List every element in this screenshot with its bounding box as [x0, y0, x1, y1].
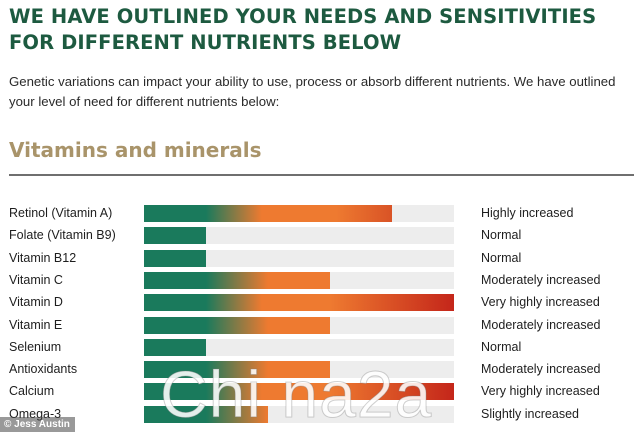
need-level-label: Normal: [481, 228, 522, 243]
need-level-bar: [144, 249, 206, 267]
need-level-bar: [144, 271, 330, 289]
nutrient-name: Vitamin C: [9, 272, 63, 287]
nutrient-row: Vitamin D Very highly increased: [0, 291, 634, 313]
photo-credit: © Jess Austin: [0, 417, 75, 432]
need-level-track: [144, 227, 454, 245]
need-level-label: Moderately increased: [481, 362, 601, 377]
need-level-track: [144, 316, 454, 334]
nutrient-row: Vitamin B12 Normal: [0, 247, 634, 269]
nutrient-name: Antioxidants: [9, 362, 78, 377]
need-level-bar: [144, 227, 206, 245]
section-divider: [9, 174, 634, 176]
need-level-bar: [144, 316, 330, 334]
need-level-bar: [144, 294, 454, 312]
nutrient-row: Selenium Normal: [0, 336, 634, 358]
need-level-bar: [144, 205, 392, 222]
nutrient-name: Vitamin B12: [9, 250, 77, 265]
nutrient-row: Omega-3 Slightly increased: [0, 403, 634, 425]
need-level-track: [144, 405, 454, 423]
section-title: Vitamins and minerals: [9, 138, 262, 162]
need-level-label: Moderately increased: [481, 272, 601, 287]
nutrient-name: Selenium: [9, 339, 62, 354]
need-level-label: Moderately increased: [481, 317, 601, 332]
nutrient-row: Retinol (Vitamin A) Highly increased: [0, 202, 634, 224]
need-level-label: Very highly increased: [481, 295, 600, 310]
need-level-bar: [144, 383, 454, 401]
nutrient-row: Antioxidants Moderately increased: [0, 358, 634, 380]
nutrient-name: Calcium: [9, 384, 55, 399]
nutrient-row: Calcium Very highly increased: [0, 380, 634, 402]
need-level-bar: [144, 338, 206, 356]
need-level-label: Highly increased: [481, 206, 574, 220]
nutrient-row: Vitamin C Moderately increased: [0, 269, 634, 291]
intro-text: Genetic variations can impact your abili…: [9, 74, 616, 109]
need-level-bar: [144, 405, 268, 423]
nutrient-name: Folate (Vitamin B9): [9, 228, 116, 243]
need-level-track: [144, 338, 454, 356]
need-level-track: [144, 205, 454, 222]
nutrient-row: Vitamin E Moderately increased: [0, 314, 634, 336]
nutrient-name: Retinol (Vitamin A): [9, 206, 113, 220]
need-level-label: Normal: [481, 250, 522, 265]
need-level-label: Normal: [481, 339, 522, 354]
page-heading: WE HAVE OUTLINED YOUR NEEDS AND SENSITIV…: [9, 5, 597, 54]
need-level-track: [144, 271, 454, 289]
need-level-track: [144, 361, 454, 379]
need-level-track: [144, 249, 454, 267]
need-level-track: [144, 294, 454, 312]
need-level-track: [144, 383, 454, 401]
nutrient-name: Vitamin E: [9, 317, 63, 332]
need-level-label: Slightly increased: [481, 406, 579, 421]
nutrient-row: Folate (Vitamin B9) Normal: [0, 224, 634, 246]
need-level-bar: [144, 361, 330, 379]
need-level-label: Very highly increased: [481, 384, 600, 399]
nutrient-name: Vitamin D: [9, 295, 63, 310]
